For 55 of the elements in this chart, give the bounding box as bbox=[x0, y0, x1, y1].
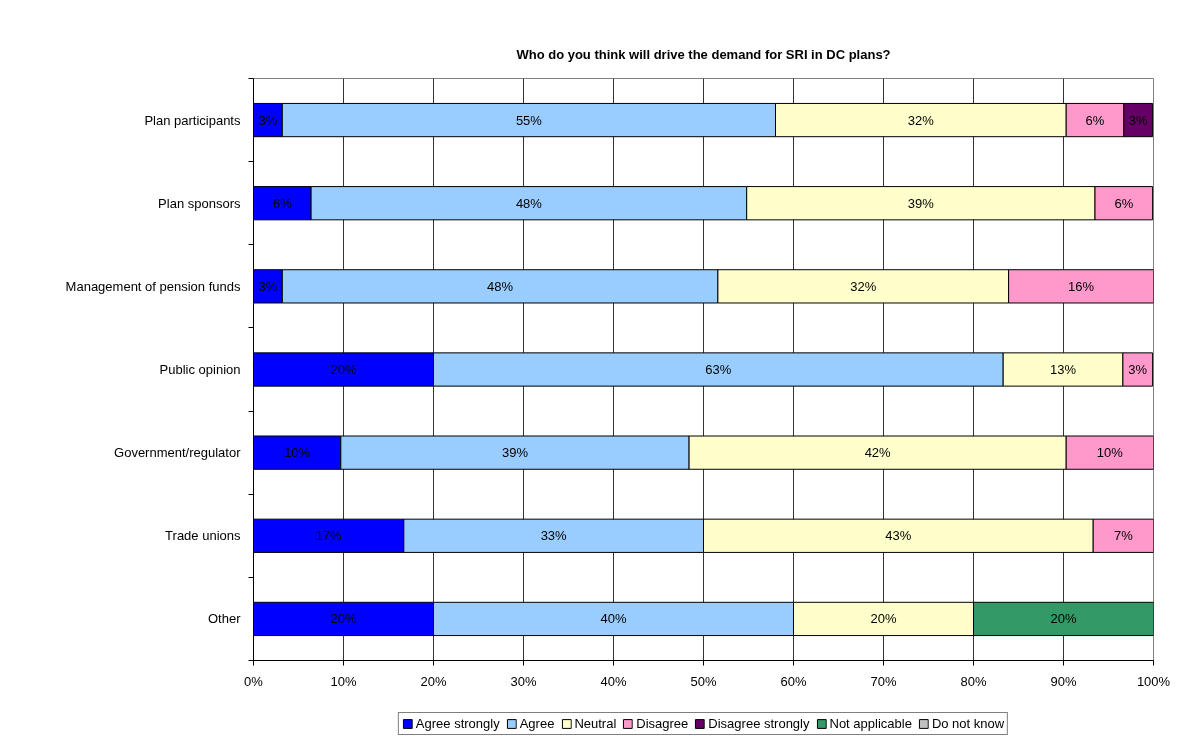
data-label: 40% bbox=[600, 611, 627, 627]
legend-label: Disagree strongly bbox=[708, 716, 810, 731]
data-label: 42% bbox=[864, 445, 892, 461]
x-tick-label: 60% bbox=[780, 673, 807, 689]
x-tick-label: 100% bbox=[1136, 673, 1171, 689]
legend-label: Neutral bbox=[574, 716, 617, 731]
x-tick-label: 90% bbox=[1050, 673, 1077, 689]
data-label: 3% bbox=[258, 278, 278, 294]
legend-label: Do not know bbox=[931, 716, 1005, 731]
legend-label: Not applicable bbox=[829, 716, 912, 731]
data-label: 39% bbox=[501, 445, 529, 461]
data-label: 32% bbox=[850, 278, 877, 294]
x-tick-label: 80% bbox=[960, 673, 987, 689]
y-tick-label: Plan sponsors bbox=[158, 195, 241, 211]
x-tick-label: 20% bbox=[420, 673, 447, 689]
data-label: 7% bbox=[1113, 528, 1134, 544]
data-label: 20% bbox=[330, 362, 357, 377]
data-label: 3% bbox=[1128, 362, 1148, 377]
data-label: 33% bbox=[540, 528, 568, 544]
y-tick-label: Plan participants bbox=[144, 112, 241, 128]
x-tick-label: 50% bbox=[690, 673, 717, 689]
data-label: 10% bbox=[284, 445, 311, 461]
x-tick-label: 70% bbox=[870, 673, 897, 689]
data-label: 20% bbox=[870, 611, 897, 627]
y-tick-label: Public opinion bbox=[159, 362, 241, 377]
data-label: 13% bbox=[1050, 362, 1077, 377]
chart-title: Who do you think will drive the demand for SRI in DC plans? bbox=[516, 46, 891, 62]
data-label: 6% bbox=[1114, 195, 1134, 211]
data-label: 3% bbox=[1128, 112, 1149, 128]
data-label: 6% bbox=[272, 195, 293, 211]
x-tick-label: 30% bbox=[510, 673, 537, 689]
y-tick-label: Government/regulator bbox=[114, 445, 242, 461]
data-label: 16% bbox=[1068, 278, 1095, 294]
x-tick-label: 40% bbox=[600, 673, 627, 689]
data-label: 43% bbox=[885, 528, 912, 544]
data-label: 63% bbox=[705, 362, 732, 377]
y-tick-label: Other bbox=[207, 611, 242, 627]
y-tick-label: Management of pension funds bbox=[65, 278, 241, 294]
data-label: 20% bbox=[1050, 611, 1077, 627]
data-label: 17% bbox=[315, 528, 343, 544]
data-label: 10% bbox=[1096, 445, 1124, 461]
data-label: 6% bbox=[1085, 112, 1105, 128]
data-label: 39% bbox=[907, 195, 935, 211]
x-tick-label: 0% bbox=[244, 673, 264, 689]
data-label: 48% bbox=[515, 195, 543, 211]
y-tick-label: Trade unions bbox=[165, 528, 241, 544]
data-label: 55% bbox=[515, 112, 543, 128]
data-label: 32% bbox=[907, 112, 935, 128]
data-label: 20% bbox=[330, 611, 357, 627]
legend-label: Agree bbox=[519, 716, 555, 731]
x-tick-label: 10% bbox=[330, 673, 357, 689]
legend-label: Agree strongly bbox=[415, 716, 500, 731]
data-label: 48% bbox=[487, 278, 514, 294]
data-label: 3% bbox=[258, 112, 278, 128]
legend-label: Disagree bbox=[636, 716, 689, 731]
